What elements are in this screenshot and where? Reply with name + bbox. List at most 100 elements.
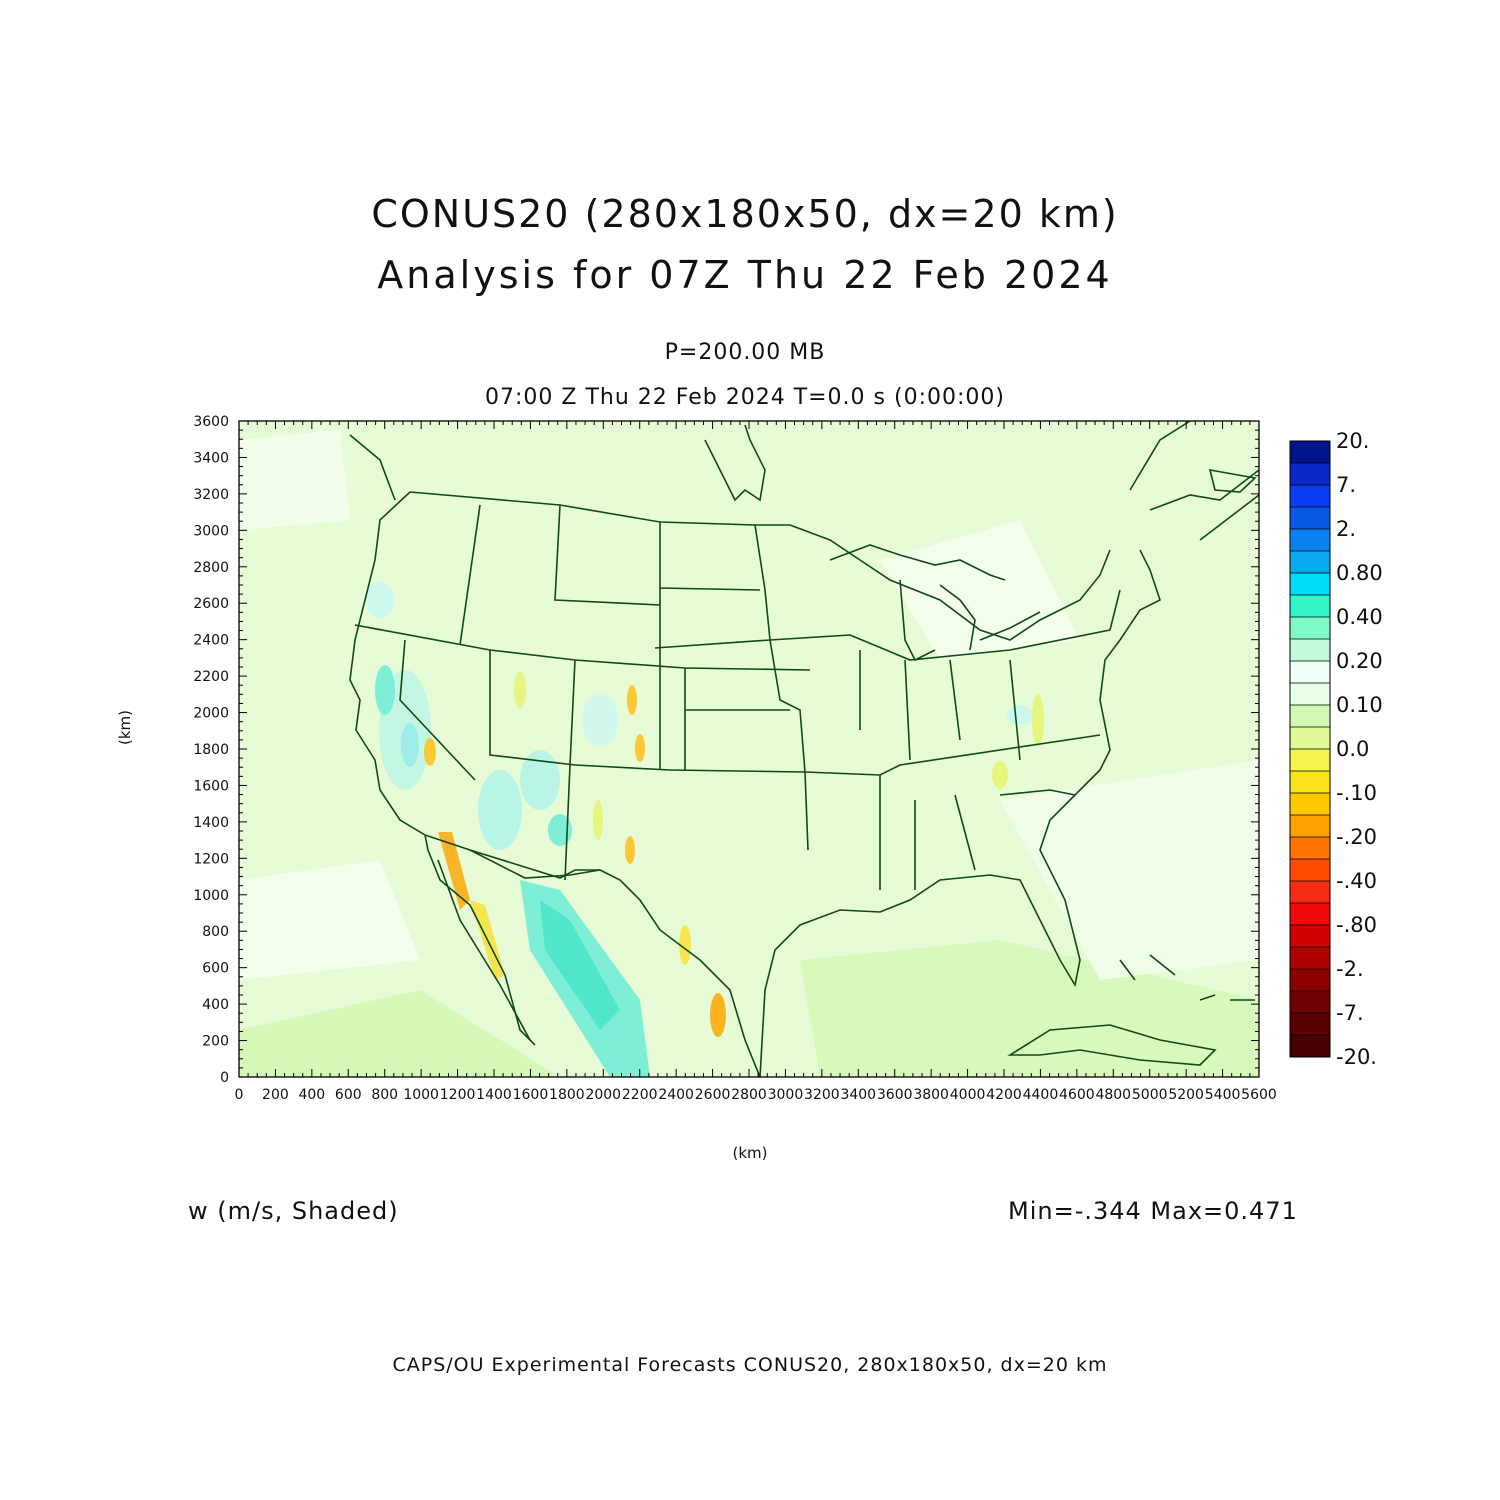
shade-updraft [478,770,522,850]
state-lines [354,504,1121,890]
shade-updraft [1006,705,1034,725]
colorbar-swatch [1290,881,1330,904]
political-boundaries [349,421,1259,1077]
field-label: w (m/s, Shaded) [188,1197,399,1225]
colorbar-swatch [1290,859,1330,882]
x-tick-label: 5600 [1241,1087,1277,1103]
plot-title: CONUS20 (280x180x50, dx=20 km) [371,192,1119,236]
shade-downdraft [593,800,603,840]
shade-downdraft [627,685,637,715]
colorbar-swatch [1290,793,1330,816]
shade-area [880,520,1080,660]
y-tick-label: 1600 [193,778,229,794]
bahamas [1119,954,1255,1001]
y-tick-label: 2200 [193,669,229,685]
shade-downdraft [424,738,436,766]
colorbar-label: 0.0 [1336,737,1369,761]
x-tick-label: 5200 [1168,1087,1204,1103]
colorbar: 20. 7. 2. 0.80 0.40 0.20 0.10 0.0 -.10 -.20 -.40 -.… [1289,429,1383,1069]
colorbar-label: 0.10 [1336,693,1383,717]
x-tick-label: 4600 [1059,1087,1095,1103]
x-tick-label: 200 [262,1087,289,1103]
footer-credit: CAPS/OU Experimental Forecasts CONUS20, … [392,1354,1108,1376]
baja-coast [437,859,531,1041]
colorbar-label: 0.80 [1336,561,1383,585]
colorbar-label: -7. [1336,1001,1364,1025]
great-lakes [829,544,1041,662]
colorbar-swatch [1290,617,1330,640]
y-tick-label: 3200 [193,487,229,503]
x-tick-label: 3400 [840,1087,876,1103]
colorbar-label: 0.20 [1336,649,1383,673]
pressure-level-label: P=200.00 MB [664,340,826,365]
x-tick-label: 1000 [403,1087,439,1103]
shade-downdraft [1032,694,1044,746]
x-tick-label: 2600 [695,1087,731,1103]
colorbar-label: -20. [1336,1045,1377,1069]
y-tick-label: 3600 [193,414,229,430]
colorbar-swatch [1290,705,1330,728]
colorbar-swatch [1290,749,1330,772]
colorbar-swatch [1290,727,1330,750]
colorbar-swatch [1290,1013,1330,1036]
y-axis-label: (km) [116,709,134,745]
colorbar-swatch [1290,925,1330,948]
shade-updraft [548,814,572,846]
x-tick-label: 1800 [549,1087,585,1103]
colorbar-swatch [1290,463,1330,486]
x-tick-label: 2400 [658,1087,694,1103]
colorbar-swatch [1290,441,1330,464]
colorbar-swatch [1290,573,1330,596]
x-tick-label: 5000 [1132,1087,1168,1103]
y-tick-label: 1800 [193,742,229,758]
valid-time-label: 07:00 Z Thu 22 Feb 2024 T=0.0 s (0:00:00… [485,385,1005,410]
plot-title-line2: Analysis for 07Z Thu 22 Feb 2024 [377,253,1113,297]
y-tick-label: 2800 [193,560,229,576]
colorbar-swatch [1290,1035,1330,1058]
x-tick-label: 400 [298,1087,325,1103]
colorbar-swatch [1290,991,1330,1014]
x-tick-label: 3200 [804,1087,840,1103]
colorbar-label: 0.40 [1336,605,1383,629]
shade-updraft [520,750,560,810]
x-tick-label: 800 [371,1087,398,1103]
colorbar-label: 2. [1336,517,1356,541]
shade-downdraft [438,832,470,910]
border-mexico [469,849,600,879]
x-tick-label: 4400 [1023,1087,1059,1103]
shade-downdraft [679,925,691,965]
colorbar-swatch [1290,683,1330,706]
colorbar-label: 20. [1336,429,1369,453]
x-tick-label: 4200 [986,1087,1022,1103]
y-tick-label: 0 [220,1070,229,1086]
y-tick-label: 400 [202,997,229,1013]
y-tick-label: 3400 [193,450,229,466]
shade-updraft [582,694,618,746]
shade-area [239,860,420,980]
hudson-bay-coast [704,424,766,502]
x-tick-label: 3600 [877,1087,913,1103]
x-tick-label: 1600 [513,1087,549,1103]
colorbar-label: -2. [1336,957,1364,981]
y-tick-label: 3000 [193,523,229,539]
shade-updraft [375,665,395,715]
x-tick-label: 5400 [1205,1087,1241,1103]
x-tick-label: 600 [335,1087,362,1103]
cuba-coast [1007,1024,1217,1066]
colorbar-swatch [1290,969,1330,992]
shade-downdraft [710,993,726,1037]
colorbar-swatch [1290,903,1330,926]
shade-updraft [540,900,620,1030]
x-tick-label: 4000 [950,1087,986,1103]
colorbar-swatch [1290,947,1330,970]
x-axis-ticks: 0 200 400 600 800 1000 1200 1400 1600 1800 2000 220… [235,421,1277,1103]
colorbar-swatch [1290,507,1330,530]
x-axis-label: (km) [732,1144,768,1162]
colorbar-swatch [1290,595,1330,618]
shade-updraft [366,582,394,618]
y-axis-ticks: 0 200 400 600 800 1000 1200 1400 1600 1800 2000 220… [193,414,1259,1086]
shade-downdraft [625,836,635,864]
y-tick-label: 2000 [193,706,229,722]
colorbar-label: -.40 [1336,869,1377,893]
